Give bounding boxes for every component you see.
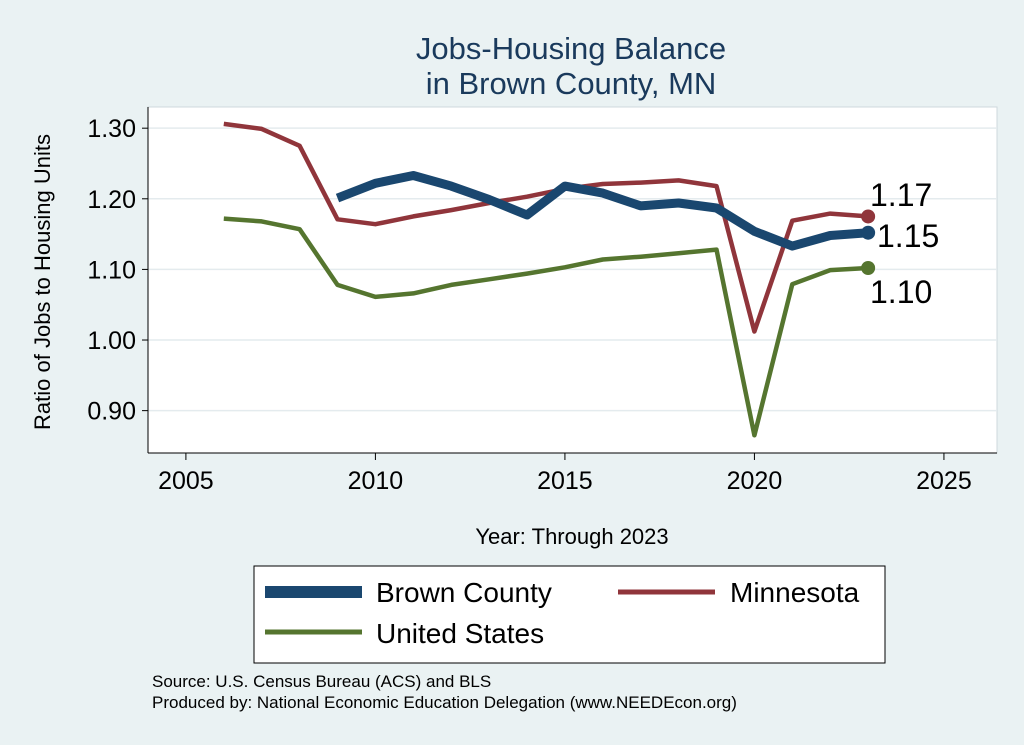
- end-label-brown-county: 1.15: [877, 218, 939, 254]
- end-label-united-states: 1.10: [870, 274, 932, 310]
- end-label-minnesota: 1.17: [870, 177, 932, 213]
- grid-lines: [148, 127, 997, 412]
- x-tick-label: 2025: [916, 467, 972, 495]
- end-marker-brown-county: [861, 225, 876, 240]
- chart-title-line-1: Jobs-Housing Balance: [416, 31, 726, 66]
- y-tick-label: 1.10: [87, 256, 136, 284]
- legend-box: [253, 565, 886, 664]
- y-tick-label: 0.90: [87, 398, 136, 426]
- x-tick-label: 2010: [348, 467, 404, 495]
- x-tick-label: 2020: [727, 467, 783, 495]
- y-axis: 0.90 1.00 1.10 1.20 1.30: [87, 107, 149, 453]
- legend-label-united-states: United States: [376, 618, 544, 649]
- end-marker-united-states: [861, 260, 876, 275]
- x-tick-label: 2015: [537, 467, 593, 495]
- series-line-united-states: [223, 216, 869, 438]
- series-lines: [223, 121, 876, 438]
- series-line-brown-county: [335, 171, 869, 251]
- series-line-minnesota: [223, 121, 869, 334]
- plot-area: [147, 106, 998, 454]
- producer-note: Produced by: National Economic Education…: [152, 693, 737, 712]
- y-tick-label: 1.00: [87, 327, 136, 355]
- x-tick-label: 2005: [158, 467, 214, 495]
- x-axis: 2005 2010 2015 2020 2025: [148, 452, 997, 495]
- end-marker-minnesota: [861, 209, 876, 224]
- x-axis-label: Year: Through 2023: [475, 524, 668, 549]
- y-axis-label: Ratio of Jobs to Housing Units: [30, 134, 55, 430]
- source-note: Source: U.S. Census Bureau (ACS) and BLS: [152, 672, 491, 691]
- y-tick-label: 1.30: [87, 115, 136, 143]
- legend-label-minnesota: Minnesota: [730, 577, 860, 608]
- legend: Brown County Minnesota United States: [253, 565, 886, 664]
- y-tick-label: 1.20: [87, 186, 136, 214]
- chart-title-line-2: in Brown County, MN: [426, 66, 717, 101]
- legend-label-brown-county: Brown County: [376, 577, 552, 608]
